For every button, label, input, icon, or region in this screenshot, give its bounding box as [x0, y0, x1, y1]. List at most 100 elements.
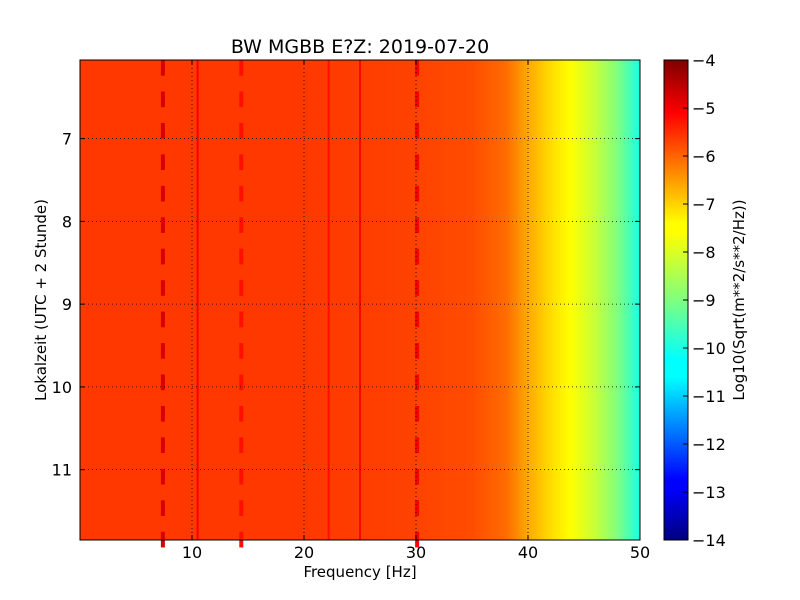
heatmap-column: [476, 60, 479, 540]
heatmap-column: [114, 60, 117, 540]
heatmap-column: [374, 60, 377, 540]
heatmap-column: [462, 60, 465, 540]
colorbar-tick-label: −13: [692, 483, 726, 502]
heatmap-column: [124, 60, 127, 540]
heatmap-column: [82, 60, 85, 540]
x-tick-label: 20: [294, 543, 314, 562]
heatmap-column: [296, 60, 299, 540]
spectral-line-segment: [160, 500, 165, 516]
spectral-line-segment: [415, 280, 420, 296]
heatmap-column: [308, 60, 311, 540]
heatmap-column: [470, 60, 473, 540]
heatmap-column: [264, 60, 267, 540]
heatmap-column: [324, 60, 327, 540]
spectral-line-segment: [415, 217, 420, 233]
heatmap-column: [194, 60, 197, 540]
heatmap-column: [208, 60, 211, 540]
heatmap-column: [634, 60, 637, 540]
heatmap-column: [136, 60, 139, 540]
plot-frame: [79, 59, 641, 541]
heatmap-column: [484, 60, 487, 540]
colorbar-tick-label: −11: [692, 387, 726, 406]
heatmap-column: [90, 60, 93, 540]
heatmap-column: [92, 60, 95, 540]
colorbar-ticks: −4 −5 −6 −7 −8 −9 −10 −11 −12 −13 −14: [683, 51, 726, 550]
heatmap-column: [582, 60, 585, 540]
heatmap-column: [94, 60, 97, 540]
spectral-line-segment: [239, 405, 244, 422]
spectral-line-segment: [239, 60, 244, 76]
heatmap-column: [274, 60, 277, 540]
heatmap-column: [426, 60, 429, 540]
heatmap-column: [432, 60, 435, 540]
heatmap-column: [592, 60, 595, 540]
heatmap-column: [490, 60, 493, 540]
x-tick-label: 10: [182, 543, 202, 562]
heatmap-column: [418, 60, 421, 540]
heatmap-column: [594, 60, 597, 540]
heatmap-column: [214, 60, 217, 540]
heatmap-column: [130, 60, 133, 540]
heatmap-column: [558, 60, 561, 540]
spectral-line: [327, 60, 330, 540]
heatmap-column: [110, 60, 113, 540]
y-tick-label: 8: [62, 212, 72, 231]
heatmap-column: [384, 60, 387, 540]
heatmap-column: [320, 60, 323, 540]
heatmap-column: [636, 60, 639, 540]
heatmap-column: [468, 60, 471, 540]
heatmap-column: [526, 60, 529, 540]
colorbar-tick-label: −8: [692, 243, 716, 262]
colorbar-tick-label: −4: [692, 51, 716, 70]
heatmap-column: [574, 60, 577, 540]
heatmap-column: [596, 60, 599, 540]
heatmap-column: [520, 60, 523, 540]
plot-area: [79, 59, 641, 548]
heatmap-column: [608, 60, 611, 540]
heatmap-column: [456, 60, 459, 540]
spectral-line-segment: [239, 217, 244, 233]
heatmap-column: [102, 60, 105, 540]
heatmap-column: [294, 60, 297, 540]
heatmap-column: [404, 60, 407, 540]
spectral-line-segment: [160, 343, 165, 359]
heatmap-column: [380, 60, 383, 540]
heatmap-column: [494, 60, 497, 540]
spectral-line-segment: [415, 248, 420, 265]
spectral-line-segment: [239, 468, 244, 485]
heatmap-column: [628, 60, 631, 540]
heatmap-column: [440, 60, 443, 540]
heatmap-column: [158, 60, 161, 540]
heatmap-column: [402, 60, 405, 540]
spectral-line-segment: [160, 311, 165, 328]
colorbar-tick-label: −10: [692, 339, 726, 358]
heatmap-column: [96, 60, 99, 540]
y-axis: 7 8 9 10 11: [52, 130, 640, 480]
heatmap-column: [200, 60, 203, 540]
heatmap-column: [586, 60, 589, 540]
heatmap-column: [538, 60, 541, 540]
heatmap-column: [382, 60, 385, 540]
heatmap-column: [226, 60, 229, 540]
heatmap-column: [348, 60, 351, 540]
heatmap-column: [488, 60, 491, 540]
heatmap-column: [610, 60, 613, 540]
heatmap-column: [112, 60, 115, 540]
heatmap-column: [344, 60, 347, 540]
heatmap-column: [116, 60, 119, 540]
chart-title: BW MGBB E?Z: 2019-07-20: [231, 36, 489, 58]
heatmap-column: [236, 60, 239, 540]
heatmap-column: [578, 60, 581, 540]
heatmap-column: [80, 60, 83, 540]
heatmap-column: [398, 60, 401, 540]
heatmap-column: [442, 60, 445, 540]
spectral-line-segment: [160, 280, 165, 296]
heatmap-column: [364, 60, 367, 540]
heatmap-column: [120, 60, 123, 540]
heatmap-column: [522, 60, 525, 540]
heatmap-column: [228, 60, 231, 540]
heatmap-column: [238, 60, 241, 540]
heatmap-column: [560, 60, 563, 540]
spectral-line-segment: [239, 185, 244, 202]
